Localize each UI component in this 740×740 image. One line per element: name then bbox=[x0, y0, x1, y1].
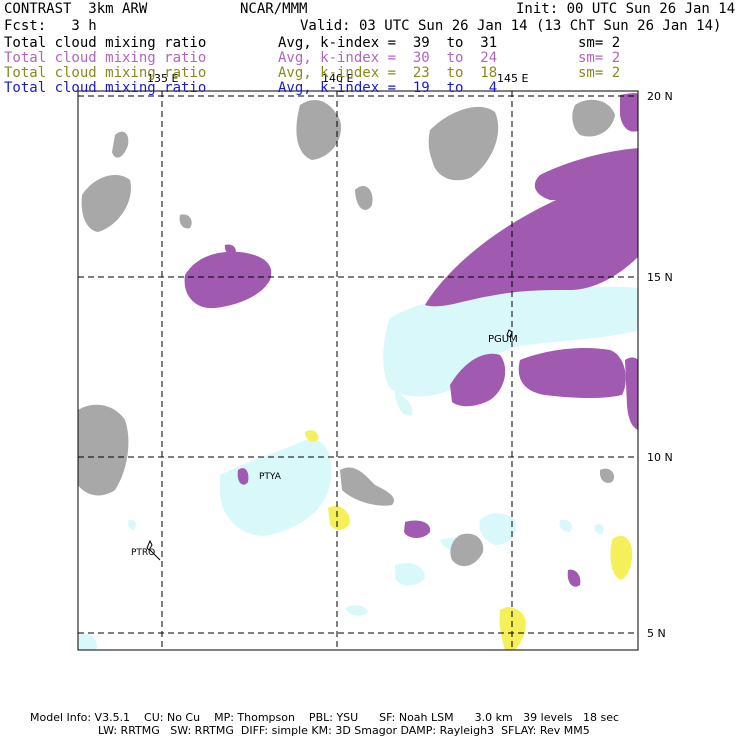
lat-label-5n: 5 N bbox=[647, 627, 666, 640]
lat-label-20n: 20 N bbox=[647, 90, 673, 103]
lon-label-135e: 135 E bbox=[147, 72, 178, 85]
model-info-line2: LW: RRTMG SW: RRTMG DIFF: simple KM: 3D … bbox=[98, 724, 590, 737]
field-name-2: Total cloud mixing ratio bbox=[4, 50, 207, 66]
field-sm-1: sm= 2 bbox=[578, 35, 621, 51]
field-name-1: Total cloud mixing ratio bbox=[4, 35, 207, 51]
map-frame bbox=[77, 90, 639, 651]
field-name-3: Total cloud mixing ratio bbox=[4, 65, 207, 81]
init-time: Init: 00 UTC Sun 26 Jan 14 bbox=[516, 1, 736, 17]
field-avg-2: Avg, k-index = 30 to 24 bbox=[278, 50, 498, 66]
lon-label-145e: 145 E bbox=[497, 72, 528, 85]
center-title: NCAR/MMM bbox=[240, 1, 308, 17]
field-avg-4: Avg, k-index = 19 to 4 bbox=[278, 80, 498, 96]
ptro-marker bbox=[146, 539, 161, 561]
field-sm-2: sm= 2 bbox=[578, 50, 621, 66]
field-avg-3: Avg, k-index = 23 to 18 bbox=[278, 65, 498, 81]
lat-label-15n: 15 N bbox=[647, 271, 673, 284]
model-info-line1: Model Info: V3.5.1 CU: No Cu MP: Thompso… bbox=[30, 711, 620, 724]
valid-time: Valid: 03 UTC Sun 26 Jan 14 (13 ChT Sun … bbox=[300, 18, 722, 34]
lon-label-140e: 140 E bbox=[322, 72, 353, 85]
forecast-hour: Fcst: 3 h bbox=[4, 18, 97, 34]
lat-label-10n: 10 N bbox=[647, 451, 673, 464]
field-sm-3: sm= 2 bbox=[578, 65, 621, 81]
yellow-cloud-layer bbox=[305, 430, 633, 650]
field-name-4: Total cloud mixing ratio bbox=[4, 80, 207, 96]
station-label-ptro: PTRO bbox=[131, 548, 155, 558]
gray-cloud-layer bbox=[78, 99, 615, 567]
station-markers bbox=[146, 329, 513, 561]
model-title: CONTRAST 3km ARW bbox=[4, 1, 148, 17]
lat-lon-grid bbox=[78, 91, 638, 650]
pgum-marker bbox=[506, 329, 513, 338]
station-label-ptya: PTYA bbox=[259, 472, 282, 482]
field-avg-1: Avg, k-index = 39 to 31 bbox=[278, 35, 498, 51]
purple-cloud-layer bbox=[184, 93, 638, 587]
cyan-cloud-layer bbox=[78, 286, 638, 650]
station-label-pgum: PGUM bbox=[488, 334, 518, 345]
